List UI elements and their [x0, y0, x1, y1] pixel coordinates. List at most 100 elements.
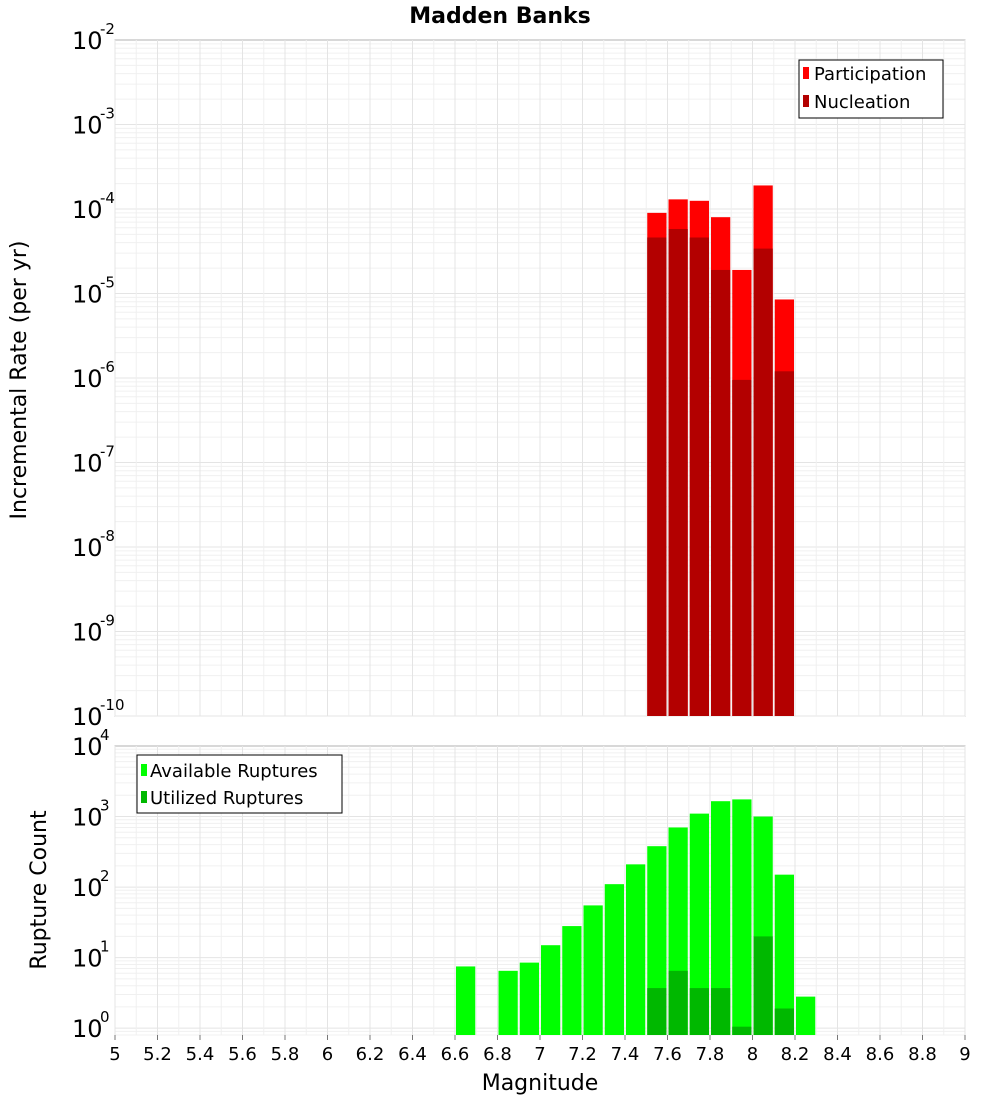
available-ruptures-bar	[626, 864, 646, 1035]
y-tick-base: 10	[72, 534, 103, 562]
y-tick-exponent: -10	[100, 696, 125, 714]
chart-title: Madden Banks	[409, 4, 590, 29]
y-tick-base: 10	[72, 804, 103, 832]
y-tick-exponent: 0	[100, 1008, 110, 1026]
x-tick-label: 6.8	[483, 1044, 512, 1065]
x-tick-label: 6.2	[356, 1044, 385, 1065]
utilized-ruptures-bar	[774, 1008, 794, 1035]
utilized-ruptures-bar	[647, 988, 667, 1035]
y-tick-exponent: -2	[100, 20, 115, 38]
count-bars	[456, 799, 816, 1035]
y-tick-exponent: 4	[100, 726, 110, 744]
available-legend-label: Available Ruptures	[150, 761, 318, 782]
y-tick-exponent: 2	[100, 867, 110, 885]
rupture-count-chart: Rupture Count Magnitude 100101102103104 …	[27, 726, 971, 1096]
y-tick-base: 10	[72, 619, 103, 647]
count-legend: Available Ruptures Utilized Ruptures	[136, 754, 343, 814]
nucleation-bar	[774, 371, 794, 716]
y-tick-base: 10	[72, 365, 103, 393]
participation-legend-label: Participation	[814, 64, 926, 85]
available-ruptures-bar	[604, 884, 624, 1035]
x-tick-label: 7	[534, 1044, 545, 1065]
y-tick-base: 10	[72, 1015, 103, 1043]
nucleation-bar	[732, 379, 752, 716]
y-tick-label: 102	[72, 867, 110, 902]
x-tick-label: 9	[959, 1044, 970, 1065]
y-tick-base: 10	[72, 733, 103, 761]
y-tick-label: 10-7	[72, 443, 115, 478]
y-tick-base: 10	[72, 281, 103, 309]
x-tick-label: 7.6	[653, 1044, 682, 1065]
available-ruptures-bar	[796, 996, 816, 1035]
available-ruptures-bar	[519, 962, 539, 1035]
available-ruptures-bar	[711, 801, 731, 1035]
nucleation-legend-label: Nucleation	[814, 92, 910, 113]
nucleation-bar	[753, 248, 773, 716]
x-tick-label: 5.6	[228, 1044, 257, 1065]
x-tick-label: 5	[109, 1044, 120, 1065]
participation-legend-swatch	[803, 67, 809, 79]
nucleation-legend-swatch	[803, 95, 809, 107]
available-legend-swatch	[141, 764, 147, 776]
x-tick-label: 8.8	[908, 1044, 937, 1065]
y-tick-label: 100	[72, 1008, 110, 1043]
x-tick-label: 5.8	[271, 1044, 300, 1065]
x-tick-label: 8	[747, 1044, 758, 1065]
available-ruptures-bar	[647, 846, 667, 1035]
utilized-ruptures-bar	[753, 936, 773, 1035]
utilized-ruptures-bar	[732, 1026, 752, 1035]
rate-chart: Madden Banks Incremental Rate (per yr) 1…	[7, 4, 966, 731]
y-tick-label: 10-9	[72, 612, 115, 647]
y-tick-base: 10	[72, 27, 103, 55]
nucleation-bar	[668, 228, 688, 716]
x-tick-label: 5.4	[186, 1044, 215, 1065]
y-tick-exponent: -8	[100, 527, 115, 545]
rate-legend-box	[798, 59, 944, 119]
available-ruptures-bar	[456, 966, 476, 1035]
x-tick-label: 6.4	[398, 1044, 427, 1065]
count-legend-box	[136, 754, 343, 814]
available-ruptures-bar	[689, 813, 709, 1035]
count-y-axis-label: Rupture Count	[27, 810, 52, 970]
x-axis-label: Magnitude	[482, 1071, 599, 1096]
available-ruptures-bar	[541, 945, 561, 1035]
x-tick-label: 6	[322, 1044, 333, 1065]
y-tick-exponent: -5	[100, 274, 115, 292]
available-ruptures-bar	[732, 799, 752, 1035]
y-tick-label: 10-10	[72, 696, 125, 731]
x-tick-label: 5.2	[143, 1044, 172, 1065]
y-tick-label: 103	[72, 797, 110, 832]
y-tick-label: 104	[72, 726, 110, 761]
nucleation-bar	[689, 237, 709, 717]
y-tick-label: 101	[72, 938, 110, 973]
available-ruptures-bar	[583, 905, 603, 1035]
x-tick-label: 8.6	[866, 1044, 895, 1065]
y-tick-exponent: -7	[100, 443, 115, 461]
x-tick-label: 7.2	[568, 1044, 597, 1065]
rate-bars	[647, 185, 794, 717]
y-tick-exponent: -3	[100, 105, 115, 123]
available-ruptures-bar	[774, 874, 794, 1035]
x-tick-label: 8.4	[823, 1044, 852, 1065]
available-ruptures-bar	[562, 926, 582, 1035]
y-tick-exponent: -6	[100, 358, 115, 376]
y-tick-base: 10	[72, 112, 103, 140]
rate-legend: Participation Nucleation	[798, 59, 944, 119]
y-tick-base: 10	[72, 450, 103, 478]
y-tick-base: 10	[72, 874, 103, 902]
y-tick-exponent: 1	[100, 938, 110, 956]
y-tick-label: 10-5	[72, 274, 115, 309]
utilized-legend-swatch	[141, 791, 147, 803]
y-tick-base: 10	[72, 945, 103, 973]
utilized-ruptures-bar	[668, 970, 688, 1035]
nucleation-bar	[647, 237, 667, 717]
y-tick-label: 10-2	[72, 20, 115, 55]
y-tick-exponent: -9	[100, 612, 115, 630]
y-tick-label: 10-6	[72, 358, 115, 393]
utilized-legend-label: Utilized Ruptures	[150, 788, 303, 809]
y-tick-exponent: 3	[100, 797, 110, 815]
nucleation-bar	[711, 269, 731, 716]
utilized-ruptures-bar	[689, 988, 709, 1035]
